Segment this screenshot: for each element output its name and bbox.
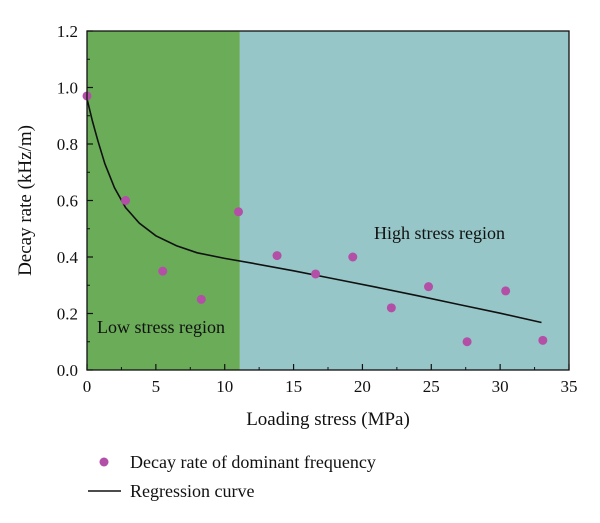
regression-layer [86,98,542,324]
regression-curve [86,98,542,324]
y-tick-label: 1.0 [57,79,78,98]
legend-scatter-marker [99,457,109,467]
data-point-11 [501,286,511,296]
data-point-4 [233,207,243,217]
x-axis-title: Loading stress (MPa) [246,409,410,430]
data-point-3 [196,294,206,304]
y-axis-title: Decay rate (kHz/m) [15,125,36,276]
x-tick-label: 15 [285,377,302,396]
data-point-9 [424,282,434,292]
y-axis: 0.0 0.2 0.4 0.6 0.8 1.0 1.2 [57,22,93,380]
legend-label-regression: Regression curve [130,481,254,501]
data-point-8 [386,303,396,313]
x-tick-label: 20 [354,377,371,396]
data-point-10 [462,337,472,347]
x-tick-label: 0 [83,377,92,396]
legend-label-scatter: Decay rate of dominant frequency [130,452,376,472]
y-tick-label: 0.4 [57,248,79,267]
scatter-points [82,91,548,347]
data-point-5 [272,251,282,261]
data-point-12 [538,335,548,345]
y-tick-label: 0.6 [57,192,78,211]
x-tick-label: 5 [152,377,161,396]
y-tick-label: 0.8 [57,135,78,154]
x-tick-label: 30 [492,377,509,396]
stress-regions [87,31,569,370]
region-high [239,31,569,370]
x-tick-label: 10 [216,377,233,396]
y-tick-label: 1.2 [57,22,78,41]
x-tick-label: 35 [561,377,578,396]
legend: Decay rate of dominant frequency Regress… [88,452,376,501]
data-point-2 [158,266,168,276]
data-point-7 [348,252,358,262]
x-tick-label: 25 [423,377,440,396]
region-low [87,31,240,370]
y-tick-label: 0.0 [57,361,78,380]
data-point-1 [121,196,131,205]
data-point-6 [311,269,321,279]
region-label-high: High stress region [374,223,505,243]
x-axis: 0 5 10 15 20 25 30 35 [83,364,578,396]
y-tick-label: 0.2 [57,305,78,324]
region-label-low: Low stress region [97,317,225,337]
region-labels: Low stress region High stress region [97,223,505,337]
